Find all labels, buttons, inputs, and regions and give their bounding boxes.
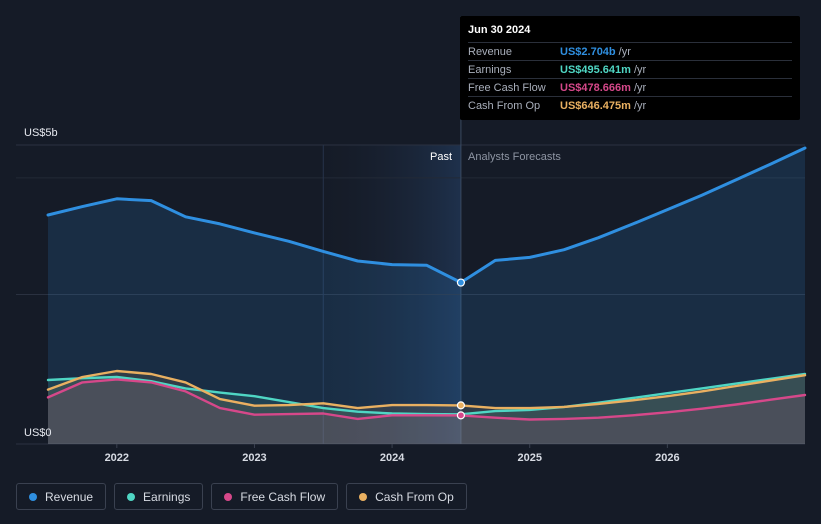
legend-dot-icon — [127, 492, 136, 501]
tooltip-value: US$495.641m — [560, 63, 631, 76]
x-tick-label: 2026 — [655, 452, 679, 464]
data-point-marker — [456, 411, 466, 420]
y-axis-bottom-label: US$0 — [24, 427, 52, 439]
legend-label: Earnings — [143, 489, 191, 504]
tooltip-row-earnings: Earnings US$495.641m /yr — [468, 60, 792, 78]
series-area — [48, 148, 805, 444]
tooltip-date: Jun 30 2024 — [468, 24, 531, 36]
x-tick-label: 2025 — [517, 452, 541, 464]
forecast-label: Analysts Forecasts — [468, 151, 561, 163]
tooltip-panel: Jun 30 2024 Revenue US$2.704b /yr Earnin… — [460, 16, 800, 120]
legend-dot-icon — [29, 492, 37, 501]
tooltip-value: US$478.666m — [560, 81, 631, 94]
series-area — [48, 371, 805, 444]
series-areas — [48, 148, 805, 444]
x-tick-label: 2023 — [242, 452, 266, 464]
legend-item-free-cash-flow[interactable]: Free Cash Flow — [211, 483, 339, 510]
tooltip-row-cash-from-op: Cash From Op US$646.475m /yr — [468, 96, 792, 114]
legend-label: Free Cash Flow — [240, 489, 326, 504]
tooltip-row-revenue: Revenue US$2.704b /yr — [468, 42, 792, 60]
x-tick-label: 2024 — [380, 452, 405, 464]
past-label: Past — [430, 151, 452, 163]
tooltip-label: Free Cash Flow — [468, 81, 546, 94]
tooltip-label: Earnings — [468, 63, 512, 76]
grid-lines — [16, 16, 805, 445]
x-tick-label: 2022 — [105, 452, 129, 464]
tooltip-unit: /yr — [633, 99, 647, 112]
tooltip-row-free-cash-flow: Free Cash Flow US$478.666m /yr — [468, 78, 792, 96]
legend-item-earnings[interactable]: Earnings — [114, 483, 204, 510]
y-axis-top-label: US$5b — [24, 127, 58, 139]
legend-label: Cash From Op — [375, 489, 454, 504]
legend-item-cash-from-op[interactable]: Cash From Op — [346, 483, 467, 510]
tooltip-label: Cash From Op — [468, 99, 541, 112]
series-lines — [46, 146, 807, 421]
legend-dot-icon — [224, 492, 233, 501]
tooltip-unit: /yr — [633, 63, 647, 76]
tooltip-value: US$646.475m — [560, 99, 631, 112]
data-point-marker — [456, 401, 466, 410]
axis-labels: US$5b US$0 Past Analysts Forecasts — [24, 127, 561, 439]
x-axis-ticks: 2022 2023 2024 2025 2026 — [105, 444, 680, 464]
series-area — [48, 374, 805, 444]
chart-legend: Revenue Earnings Free Cash Flow Cash Fro… — [16, 483, 467, 510]
series-area — [48, 379, 805, 444]
tooltip-markers — [456, 278, 466, 420]
legend-item-revenue[interactable]: Revenue — [16, 483, 107, 510]
series-line — [46, 146, 807, 284]
tooltip-unit: /yr — [618, 45, 631, 58]
data-point-marker — [456, 278, 466, 287]
tooltip-unit: /yr — [633, 81, 647, 94]
legend-label: Revenue — [45, 489, 94, 504]
tooltip-label: Revenue — [468, 45, 513, 58]
series-line — [46, 369, 807, 410]
legend-dot-icon — [359, 492, 368, 501]
series-line — [46, 378, 807, 421]
tooltip-value: US$2.704b — [560, 45, 616, 58]
